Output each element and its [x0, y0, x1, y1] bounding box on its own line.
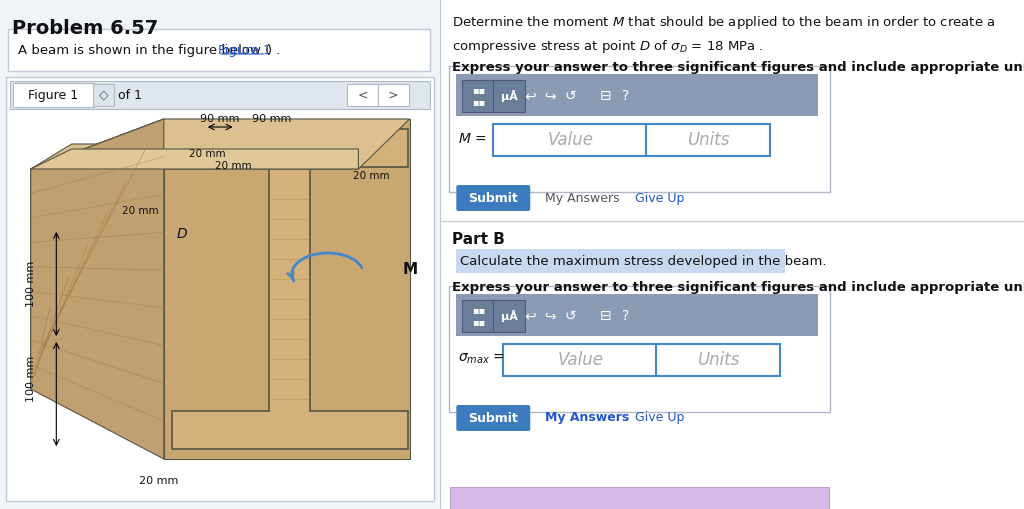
Text: Give Up: Give Up: [635, 191, 685, 205]
Text: D: D: [177, 227, 187, 241]
Text: 20 mm: 20 mm: [215, 161, 252, 171]
Text: 20 mm: 20 mm: [353, 171, 390, 181]
Text: 20 mm: 20 mm: [122, 206, 159, 216]
Text: ↩: ↩: [524, 89, 537, 103]
Text: Figure 1: Figure 1: [218, 43, 271, 56]
FancyBboxPatch shape: [0, 0, 440, 509]
Text: 100 mm: 100 mm: [26, 356, 36, 402]
Text: ▪▪
▪▪: ▪▪ ▪▪: [472, 305, 485, 327]
Text: ⊟: ⊟: [599, 89, 611, 103]
Text: Give Up: Give Up: [635, 411, 685, 425]
FancyBboxPatch shape: [440, 0, 1024, 509]
FancyBboxPatch shape: [93, 84, 114, 106]
FancyBboxPatch shape: [457, 74, 818, 116]
FancyBboxPatch shape: [450, 286, 830, 412]
Text: Submit: Submit: [468, 191, 518, 205]
Text: 20 mm: 20 mm: [189, 149, 226, 159]
Text: <: <: [357, 89, 368, 101]
Text: A beam is shown in the figure below (: A beam is shown in the figure below (: [18, 43, 270, 56]
Polygon shape: [31, 119, 164, 459]
Text: Submit: Submit: [468, 411, 518, 425]
Text: μÅ: μÅ: [501, 90, 518, 102]
Text: ⊟: ⊟: [599, 309, 611, 323]
FancyBboxPatch shape: [462, 80, 495, 112]
Polygon shape: [164, 119, 410, 459]
Text: ↩: ↩: [524, 309, 537, 323]
Text: Determine the moment $M$ that should be applied to the beam in order to create a: Determine the moment $M$ that should be …: [453, 14, 995, 55]
Text: Value: Value: [557, 351, 603, 369]
FancyBboxPatch shape: [503, 344, 657, 376]
Polygon shape: [31, 149, 358, 169]
FancyBboxPatch shape: [494, 124, 647, 156]
FancyBboxPatch shape: [347, 84, 378, 106]
Text: of 1: of 1: [118, 89, 141, 101]
FancyBboxPatch shape: [457, 249, 785, 273]
FancyBboxPatch shape: [457, 294, 818, 336]
Text: ◇: ◇: [98, 89, 109, 101]
Text: ↺: ↺: [564, 89, 577, 103]
Text: Figure 1: Figure 1: [29, 89, 78, 101]
FancyBboxPatch shape: [450, 66, 830, 192]
Text: >: >: [388, 89, 398, 101]
Text: Express your answer to three significant figures and include appropriate units.: Express your answer to three significant…: [453, 61, 1024, 74]
Text: ↪: ↪: [545, 309, 556, 323]
Text: M: M: [402, 262, 418, 277]
FancyBboxPatch shape: [10, 81, 430, 109]
Text: $M$ =: $M$ =: [459, 132, 486, 146]
Text: ↺: ↺: [564, 309, 577, 323]
FancyBboxPatch shape: [646, 124, 770, 156]
FancyBboxPatch shape: [378, 84, 409, 106]
Text: $\sigma_{max}$ =: $\sigma_{max}$ =: [459, 352, 505, 366]
Text: Units: Units: [687, 131, 729, 149]
Text: Units: Units: [697, 351, 739, 369]
Text: Part B: Part B: [453, 232, 505, 247]
Text: 100 mm: 100 mm: [26, 261, 36, 307]
Text: My Answers: My Answers: [545, 191, 620, 205]
FancyBboxPatch shape: [494, 80, 525, 112]
Polygon shape: [31, 144, 399, 169]
FancyBboxPatch shape: [462, 300, 495, 332]
Text: My Answers: My Answers: [545, 411, 630, 425]
Text: Value: Value: [547, 131, 593, 149]
Text: ?: ?: [622, 309, 629, 323]
Polygon shape: [172, 129, 408, 449]
Text: Problem 6.57: Problem 6.57: [12, 19, 159, 38]
Text: ▪▪
▪▪: ▪▪ ▪▪: [472, 85, 485, 107]
Text: Express your answer to three significant figures and include appropriate units.: Express your answer to three significant…: [453, 281, 1024, 294]
FancyBboxPatch shape: [457, 185, 530, 211]
Text: ?: ?: [622, 89, 629, 103]
FancyBboxPatch shape: [13, 83, 94, 107]
FancyBboxPatch shape: [656, 344, 780, 376]
FancyBboxPatch shape: [6, 77, 434, 501]
Polygon shape: [31, 119, 164, 389]
FancyBboxPatch shape: [494, 300, 525, 332]
Text: 90 mm: 90 mm: [201, 114, 240, 124]
Text: μÅ: μÅ: [501, 310, 518, 322]
FancyBboxPatch shape: [457, 405, 530, 431]
FancyBboxPatch shape: [451, 487, 829, 509]
Text: ) .: ) .: [267, 43, 281, 56]
Text: ↪: ↪: [545, 89, 556, 103]
Text: 90 mm: 90 mm: [252, 114, 291, 124]
Text: 20 mm: 20 mm: [139, 476, 178, 486]
Text: Calculate the maximum stress developed in the beam.: Calculate the maximum stress developed i…: [461, 254, 826, 268]
Polygon shape: [31, 119, 410, 169]
FancyBboxPatch shape: [8, 29, 430, 71]
